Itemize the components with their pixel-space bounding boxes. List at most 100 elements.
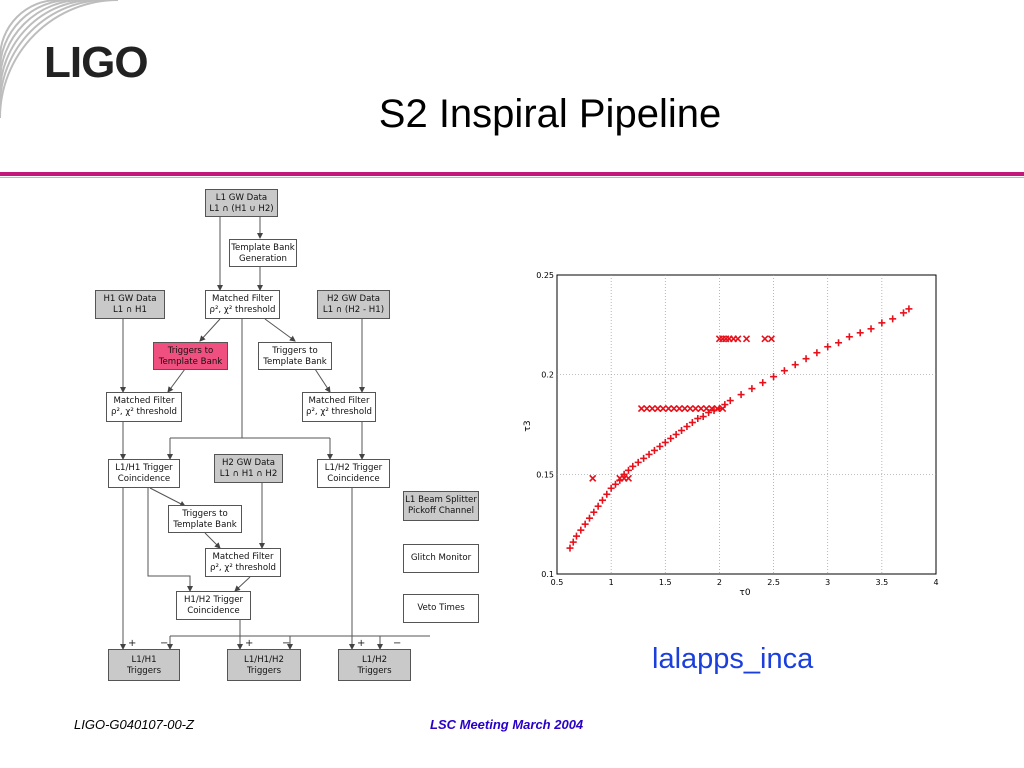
title-divider-light — [0, 177, 1024, 178]
data-point — [770, 373, 778, 381]
y-tick-label: 0.25 — [536, 271, 554, 280]
data-point — [737, 391, 745, 399]
node-output-l1h2-triggers: L1/H2 Triggers — [338, 649, 411, 681]
x-tick-label: 0.5 — [551, 578, 564, 587]
data-point — [845, 333, 853, 341]
node-glitch-monitor: Glitch Monitor — [403, 544, 479, 573]
data-point — [791, 361, 799, 369]
node-triggers-to-template-bank-3: Triggers to Template Bank — [168, 505, 242, 533]
data-point — [566, 544, 574, 552]
footer-document-id: LIGO-G040107-00-Z — [74, 717, 194, 732]
node-veto-times: Veto Times — [403, 594, 479, 623]
x-tick-label: 4 — [933, 578, 938, 587]
data-point — [648, 404, 656, 413]
x-tick-label: 3 — [825, 578, 830, 587]
slide-title: S2 Inspiral Pipeline — [378, 92, 722, 136]
node-l1h1-trigger-coincidence: L1/H1 Trigger Coincidence — [108, 459, 180, 488]
data-point — [654, 404, 662, 413]
node-output-l1h1-triggers: L1/H1 Triggers — [108, 649, 180, 681]
data-point — [835, 339, 843, 347]
data-point — [624, 474, 633, 482]
data-point — [761, 335, 769, 343]
data-point — [624, 466, 632, 474]
data-point — [867, 325, 875, 333]
data-point — [590, 508, 598, 516]
y-axis-label: τ3 — [523, 420, 533, 431]
data-point — [611, 480, 619, 488]
data-point — [598, 496, 606, 504]
data-point — [572, 532, 580, 540]
data-point — [585, 514, 593, 522]
data-point — [719, 404, 727, 413]
data-point — [759, 379, 767, 387]
x-tick-label: 3.5 — [875, 578, 888, 587]
ligo-logo: LIGO — [44, 38, 149, 87]
y-tick-label: 0.15 — [536, 470, 554, 479]
data-point — [629, 462, 637, 470]
sign-plus-3: + — [357, 638, 365, 649]
data-point — [683, 422, 691, 430]
data-point — [824, 343, 832, 351]
plot-marks — [566, 305, 913, 552]
x-axis-label: τ0 — [739, 588, 750, 598]
data-point — [589, 474, 597, 482]
node-l1-gw-data: L1 GW Data L1 ∩ (H1 ∪ H2) — [205, 189, 278, 217]
data-point — [878, 319, 886, 327]
ligo-logo-arcs — [0, 0, 119, 119]
data-point — [713, 404, 721, 413]
data-point — [603, 490, 611, 498]
sign-plus-2: + — [245, 638, 253, 649]
data-point — [802, 355, 810, 363]
pipeline-flowchart: + − + − + − L1 GW Data L1 ∩ (H1 ∪ H2) Tem… — [90, 186, 479, 686]
data-point — [656, 442, 664, 450]
node-h1h2-trigger-coincidence: H1/H2 Trigger Coincidence — [176, 591, 251, 620]
sign-minus-3: − — [393, 638, 401, 649]
data-point — [692, 404, 700, 413]
data-point — [748, 385, 756, 393]
data-point — [742, 335, 751, 343]
data-point — [643, 404, 651, 413]
title-divider — [0, 172, 1024, 176]
plot-ticks: 0.5 1 1.5 2 2.5 3 3.5 4 0.1 0.15 0.2 0.25 — [536, 271, 938, 587]
x-tick-label: 1.5 — [659, 578, 672, 587]
footer-meeting: LSC Meeting March 2004 — [430, 717, 584, 732]
node-l1-beam-splitter: L1 Beam Splitter Pickoff Channel — [403, 491, 479, 521]
data-point — [699, 413, 707, 421]
data-point — [686, 404, 694, 413]
node-matched-filter-h2b: Matched Filter ρ², χ² threshold — [205, 548, 281, 577]
x-tick-label: 2.5 — [767, 578, 780, 587]
data-point — [670, 404, 678, 413]
node-matched-filter-h2: Matched Filter ρ², χ² threshold — [302, 392, 376, 422]
plot-area — [556, 274, 937, 575]
x-tick-label: 1 — [609, 578, 614, 587]
data-point — [620, 470, 628, 478]
data-point — [645, 450, 653, 458]
node-matched-filter-h1: Matched Filter ρ², χ² threshold — [106, 392, 182, 422]
node-h2-gw-data-triple: H2 GW Data L1 ∩ H1 ∩ H2 — [214, 454, 283, 483]
data-point — [640, 454, 648, 462]
y-tick-label: 0.1 — [541, 570, 554, 579]
data-point — [780, 367, 788, 375]
data-point — [813, 349, 821, 357]
data-point — [856, 329, 864, 337]
data-point — [650, 446, 658, 454]
y-tick-label: 0.2 — [541, 371, 554, 380]
node-output-l1h1h2-triggers: L1/H1/H2 Triggers — [227, 649, 301, 681]
data-point — [889, 315, 897, 323]
data-point — [675, 404, 683, 413]
data-point — [661, 438, 669, 446]
data-point — [688, 419, 696, 427]
data-point — [577, 526, 585, 534]
node-triggers-to-template-bank-h1: Triggers to Template Bank — [153, 342, 228, 370]
node-template-bank-generation: Template Bank Generation — [229, 239, 297, 267]
data-point — [726, 397, 734, 405]
data-point — [607, 484, 615, 492]
data-point — [569, 538, 577, 546]
data-point — [697, 404, 705, 413]
node-triggers-to-template-bank-h2: Triggers to Template Bank — [258, 342, 332, 370]
data-point — [594, 502, 602, 510]
sign-minus-2: − — [282, 638, 290, 649]
data-point — [681, 404, 689, 413]
data-point — [905, 305, 913, 313]
data-point — [634, 458, 642, 466]
